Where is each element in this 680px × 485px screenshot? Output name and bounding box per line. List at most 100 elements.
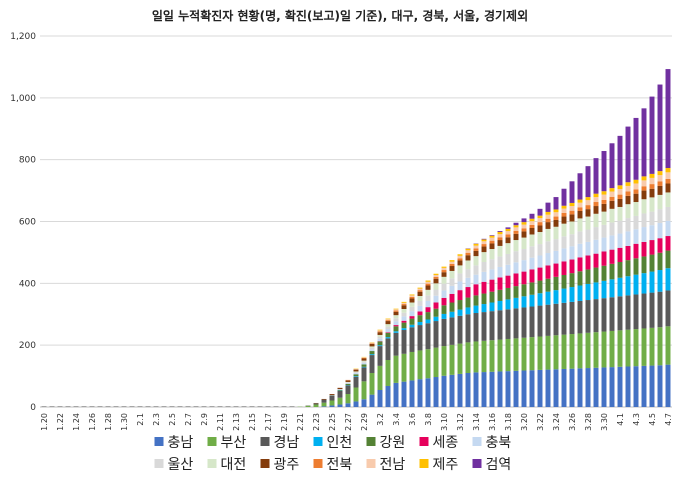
bar-segment xyxy=(585,368,591,407)
bar-segment xyxy=(385,332,391,333)
bar-segment xyxy=(313,404,319,407)
legend-swatch xyxy=(154,459,164,468)
x-tick-label: 2.23 xyxy=(312,413,321,431)
bar-segment xyxy=(649,188,655,198)
bar-segment xyxy=(561,188,567,206)
bar-segment xyxy=(657,171,663,176)
bar-segment xyxy=(585,166,591,198)
bar-segment xyxy=(417,287,423,289)
bar-segment xyxy=(553,212,559,217)
bar-segment xyxy=(409,324,415,328)
bar-segment xyxy=(489,291,495,303)
bar-segment xyxy=(577,207,583,211)
bar-segment xyxy=(569,202,575,207)
bar-segment xyxy=(481,246,487,253)
bar-segment xyxy=(385,332,391,338)
bar-segment xyxy=(625,218,631,232)
bar-segment xyxy=(417,379,423,407)
legend-label: 인천 xyxy=(327,435,353,451)
bar-segment xyxy=(617,185,623,190)
bar-segment xyxy=(625,185,631,192)
bar-segment xyxy=(521,271,527,285)
bar-segment xyxy=(505,338,511,372)
bar-segment xyxy=(441,290,447,298)
legend-swatch xyxy=(154,437,164,446)
bar-segment xyxy=(473,295,479,306)
bar-segment xyxy=(497,234,503,238)
bar-segment xyxy=(569,273,575,288)
legend-swatch xyxy=(207,437,217,446)
bar-segment xyxy=(553,197,559,210)
bar-segment xyxy=(145,406,151,407)
bar-segment xyxy=(377,331,383,333)
bar-segment xyxy=(577,300,583,334)
bar-segment xyxy=(521,337,527,371)
legend-label: 세종 xyxy=(433,435,459,451)
bar-segment xyxy=(601,280,607,299)
bar-segment xyxy=(345,394,351,404)
bar-segment xyxy=(513,338,519,371)
bar-segment xyxy=(601,237,607,252)
bar-segment xyxy=(473,305,479,314)
legend-label: 전남 xyxy=(380,457,406,473)
bar-segment xyxy=(417,350,423,380)
bar-segment xyxy=(449,344,455,375)
bar-segment xyxy=(409,295,415,297)
bar-segment xyxy=(649,225,655,241)
bar-segment xyxy=(489,371,495,407)
bar-segment xyxy=(433,278,439,284)
bar-segment xyxy=(481,293,487,305)
bar-segment xyxy=(449,278,455,286)
bar-segment xyxy=(393,311,399,316)
bar-segment xyxy=(489,269,495,280)
bar-segment xyxy=(609,208,615,223)
bar-segment xyxy=(529,224,535,228)
bar-segment xyxy=(593,267,599,283)
bar-segment xyxy=(521,224,527,229)
legend-label: 전북 xyxy=(327,457,353,473)
bar-segment xyxy=(577,218,583,232)
bar-segment xyxy=(433,273,439,275)
bar-segment xyxy=(513,273,519,287)
bar-segment xyxy=(361,367,367,382)
bar-segment xyxy=(641,186,647,191)
legend-label: 충남 xyxy=(168,435,194,451)
x-tick-label: 4.7 xyxy=(664,413,673,426)
bar-segment xyxy=(441,297,447,306)
bar-segment xyxy=(513,251,519,263)
bar-segment xyxy=(497,339,503,372)
bar-segment xyxy=(345,383,351,386)
bar-segment xyxy=(665,364,671,407)
bar-segment xyxy=(481,372,487,407)
bar-segment xyxy=(521,370,527,407)
bar-segment xyxy=(457,343,463,374)
bar-segment xyxy=(321,402,327,407)
bar-segment xyxy=(513,297,519,309)
bar-segment xyxy=(465,314,471,343)
bar-segment xyxy=(185,406,191,407)
bar-segment xyxy=(233,406,239,407)
bar-segment xyxy=(401,353,407,382)
x-tick-label: 4.1 xyxy=(616,413,625,426)
x-tick-label: 2.7 xyxy=(184,413,193,426)
bar-segment xyxy=(561,302,567,335)
bar-segment xyxy=(369,343,375,344)
bar-segment xyxy=(385,324,391,327)
bar-segment xyxy=(353,401,359,407)
bar-segment xyxy=(393,332,399,356)
bar-segment xyxy=(505,253,511,265)
bar-segment xyxy=(641,176,647,181)
x-tick-label: 2.17 xyxy=(264,413,273,431)
bar-segment xyxy=(465,248,471,251)
bar-segment xyxy=(465,250,471,253)
bar-segment xyxy=(545,291,551,305)
legend-swatch xyxy=(472,459,482,468)
bar-segment xyxy=(617,366,623,407)
bar-segment xyxy=(249,406,255,407)
bar-segment xyxy=(481,241,487,245)
bar-segment xyxy=(609,191,615,197)
bar-segment xyxy=(401,302,407,305)
bar-segment xyxy=(609,200,615,209)
bar-segment xyxy=(561,248,567,262)
legend-swatch xyxy=(419,459,429,468)
